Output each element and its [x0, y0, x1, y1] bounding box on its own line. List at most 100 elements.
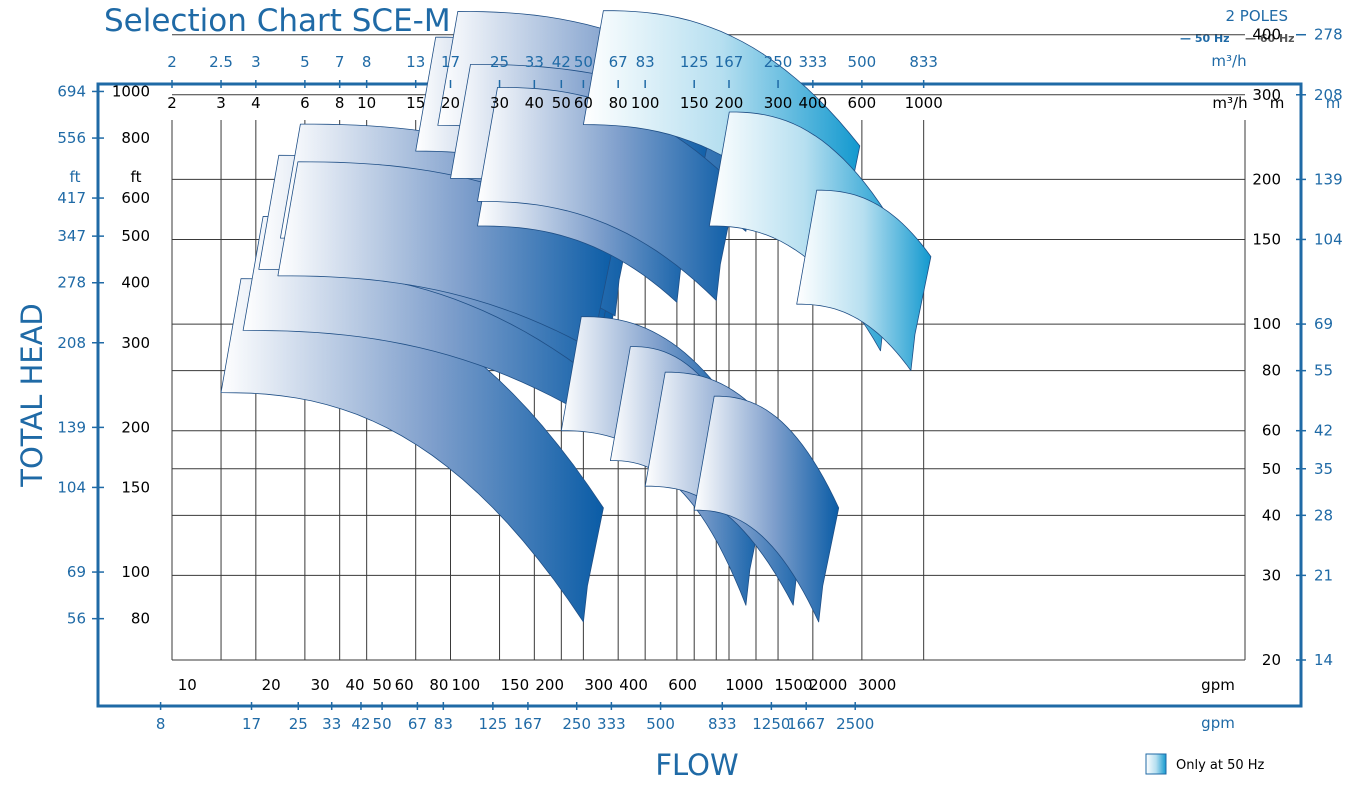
tick-right-50hz: 28 — [1314, 506, 1333, 524]
tick-left-50hz: 556 — [57, 129, 86, 147]
tick-top-50hz: 50 — [574, 53, 593, 71]
tick-bottom-60hz: 300 — [584, 676, 613, 694]
tick-left-50hz: 208 — [57, 334, 86, 352]
tick-bottom-50hz: 1667 — [787, 715, 825, 733]
tick-bottom-60hz: 400 — [619, 676, 648, 694]
tick-bottom-60hz: 80 — [429, 676, 448, 694]
tick-top-50hz: 3 — [251, 53, 261, 71]
tick-bottom-50hz: 333 — [597, 715, 626, 733]
tick-bottom-50hz: 50 — [373, 715, 392, 733]
tick-top-60hz: 80 — [609, 94, 628, 112]
tick-right-50hz: 42 — [1314, 422, 1333, 440]
tick-right-60hz: 200 — [1252, 170, 1281, 188]
legend-swatch — [1145, 753, 1167, 775]
tick-right-60hz: 30 — [1262, 566, 1281, 584]
tick-left-60hz: 800 — [121, 129, 150, 147]
tick-right-60hz: 50 — [1262, 460, 1281, 478]
poles-label: 2 POLES — [1225, 7, 1288, 25]
tick-top-50hz: 333 — [799, 53, 828, 71]
tick-top-50hz: 2.5 — [209, 53, 233, 71]
tick-bottom-60hz: 3000 — [858, 676, 896, 694]
x-axis-title: FLOW — [655, 748, 738, 782]
tick-left-50hz: 56 — [67, 610, 86, 628]
tick-bottom-60hz: 20 — [262, 676, 281, 694]
tick-top-60hz: 50 — [552, 94, 571, 112]
tick-right-60hz: 60 — [1262, 422, 1281, 440]
tick-right-60hz: 20 — [1262, 651, 1281, 669]
tick-bottom-60hz: 600 — [668, 676, 697, 694]
unit-right-50hz: m — [1326, 94, 1341, 112]
tick-top-60hz: 10 — [357, 94, 376, 112]
tick-bottom-50hz: 33 — [322, 715, 341, 733]
tick-top-60hz: 100 — [631, 94, 660, 112]
tick-top-60hz: 4 — [251, 94, 261, 112]
tick-right-60hz: 100 — [1252, 315, 1281, 333]
tick-bottom-50hz: 8 — [156, 715, 166, 733]
unit-top-50hz: m³/h — [1211, 52, 1246, 70]
tick-right-50hz: 208 — [1314, 86, 1343, 104]
tick-top-60hz: 8 — [335, 94, 345, 112]
tick-left-50hz: 104 — [57, 478, 86, 496]
tick-bottom-60hz: 200 — [535, 676, 564, 694]
tick-left-60hz: 600 — [121, 189, 150, 207]
unit-top-60hz: m³/h — [1212, 94, 1247, 112]
legend-label: Only at 50 Hz — [1176, 758, 1265, 773]
tick-top-50hz: 833 — [909, 53, 938, 71]
tick-top-50hz: 17 — [441, 53, 460, 71]
tick-top-60hz: 200 — [715, 94, 744, 112]
tick-bottom-50hz: 42 — [351, 715, 370, 733]
tick-top-50hz: 167 — [715, 53, 744, 71]
tick-left-50hz: 278 — [57, 274, 86, 292]
tick-bottom-50hz: 67 — [408, 715, 427, 733]
tick-top-50hz: 2 — [167, 53, 177, 71]
y-axis-title: TOTAL HEAD — [15, 303, 49, 488]
tick-bottom-60hz: 60 — [395, 676, 414, 694]
tick-top-50hz: 8 — [362, 53, 372, 71]
tick-bottom-60hz: 40 — [345, 676, 364, 694]
legend-50hz: — 50 Hz — [1180, 32, 1230, 45]
tick-left-50hz: 139 — [57, 418, 86, 436]
curve-area-50hz — [796, 189, 932, 371]
tick-top-50hz: 33 — [525, 53, 544, 71]
tick-top-50hz: 25 — [490, 53, 509, 71]
tick-left-60hz: 150 — [121, 478, 150, 496]
chart-title: Selection Chart SCE-M — [104, 3, 451, 39]
tick-top-60hz: 40 — [525, 94, 544, 112]
tick-bottom-50hz: 2500 — [836, 715, 874, 733]
tick-top-60hz: 15 — [406, 94, 425, 112]
curve-area — [693, 395, 840, 623]
tick-left-60hz: 100 — [121, 563, 150, 581]
unit-bottom-50hz: gpm — [1201, 714, 1235, 732]
tick-bottom-50hz: 833 — [708, 715, 737, 733]
tick-left-60hz: 200 — [121, 418, 150, 436]
tick-left-50hz: 347 — [57, 227, 86, 245]
tick-top-60hz: 20 — [441, 94, 460, 112]
tick-right-50hz: 55 — [1314, 362, 1333, 380]
tick-top-50hz: 42 — [552, 53, 571, 71]
tick-top-60hz: 600 — [848, 94, 877, 112]
tick-left-60hz: 80 — [131, 610, 150, 628]
tick-top-50hz: 67 — [609, 53, 628, 71]
tick-bottom-50hz: 250 — [562, 715, 591, 733]
unit-bottom-60hz: gpm — [1201, 676, 1235, 694]
tick-right-50hz: 35 — [1314, 460, 1333, 478]
tick-right-50hz: 278 — [1314, 26, 1343, 44]
tick-right-60hz: 300 — [1252, 86, 1281, 104]
tick-bottom-60hz: 10 — [178, 676, 197, 694]
tick-left-50hz: 694 — [57, 82, 86, 100]
tick-right-50hz: 139 — [1314, 170, 1343, 188]
tick-left-50hz: 69 — [67, 563, 86, 581]
tick-top-50hz: 13 — [406, 53, 425, 71]
tick-left-60hz: 1000 — [112, 82, 150, 100]
tick-bottom-60hz: 30 — [311, 676, 330, 694]
tick-top-60hz: 300 — [764, 94, 793, 112]
tick-bottom-60hz: 1000 — [725, 676, 763, 694]
tick-left-60hz: 300 — [121, 334, 150, 352]
curve-areas — [220, 10, 932, 623]
tick-top-60hz: 6 — [300, 94, 310, 112]
tick-bottom-60hz: 150 — [501, 676, 530, 694]
tick-bottom-60hz: 100 — [452, 676, 481, 694]
tick-right-50hz: 104 — [1314, 230, 1343, 248]
